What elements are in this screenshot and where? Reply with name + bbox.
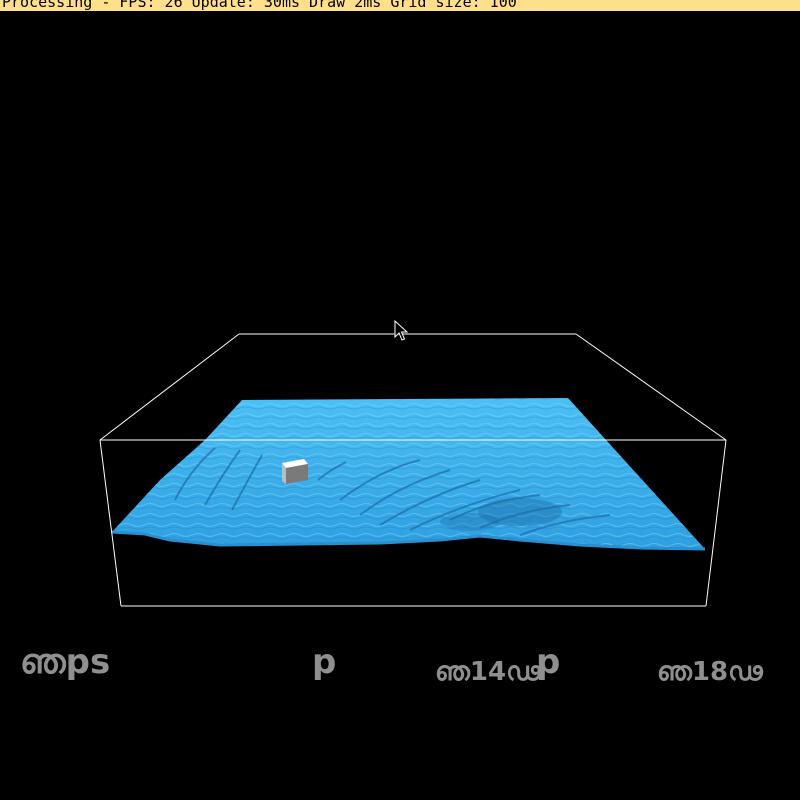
window-title-bar[interactable]: Processing - FPS: 26 Update: 30ms Draw 2… <box>0 0 800 11</box>
floating-cube <box>282 459 308 484</box>
bounding-box-back <box>99 333 727 441</box>
sketch-canvas[interactable] <box>0 11 800 800</box>
hud-label-fps: ഞps <box>20 642 111 682</box>
water-surface <box>111 398 706 551</box>
hud-label-18: ഞ18ഢ <box>657 657 763 687</box>
water-simulation-scene[interactable] <box>0 11 800 800</box>
bounding-box-front <box>99 439 727 607</box>
hud-label-14: ഞ14ഢ <box>435 657 541 687</box>
window-title: Processing - FPS: 26 Update: 30ms Draw 2… <box>2 0 517 11</box>
arrow-cursor-icon <box>394 320 408 341</box>
hud-label-p: p <box>312 642 337 682</box>
hud-label-p-second: p <box>536 642 561 682</box>
